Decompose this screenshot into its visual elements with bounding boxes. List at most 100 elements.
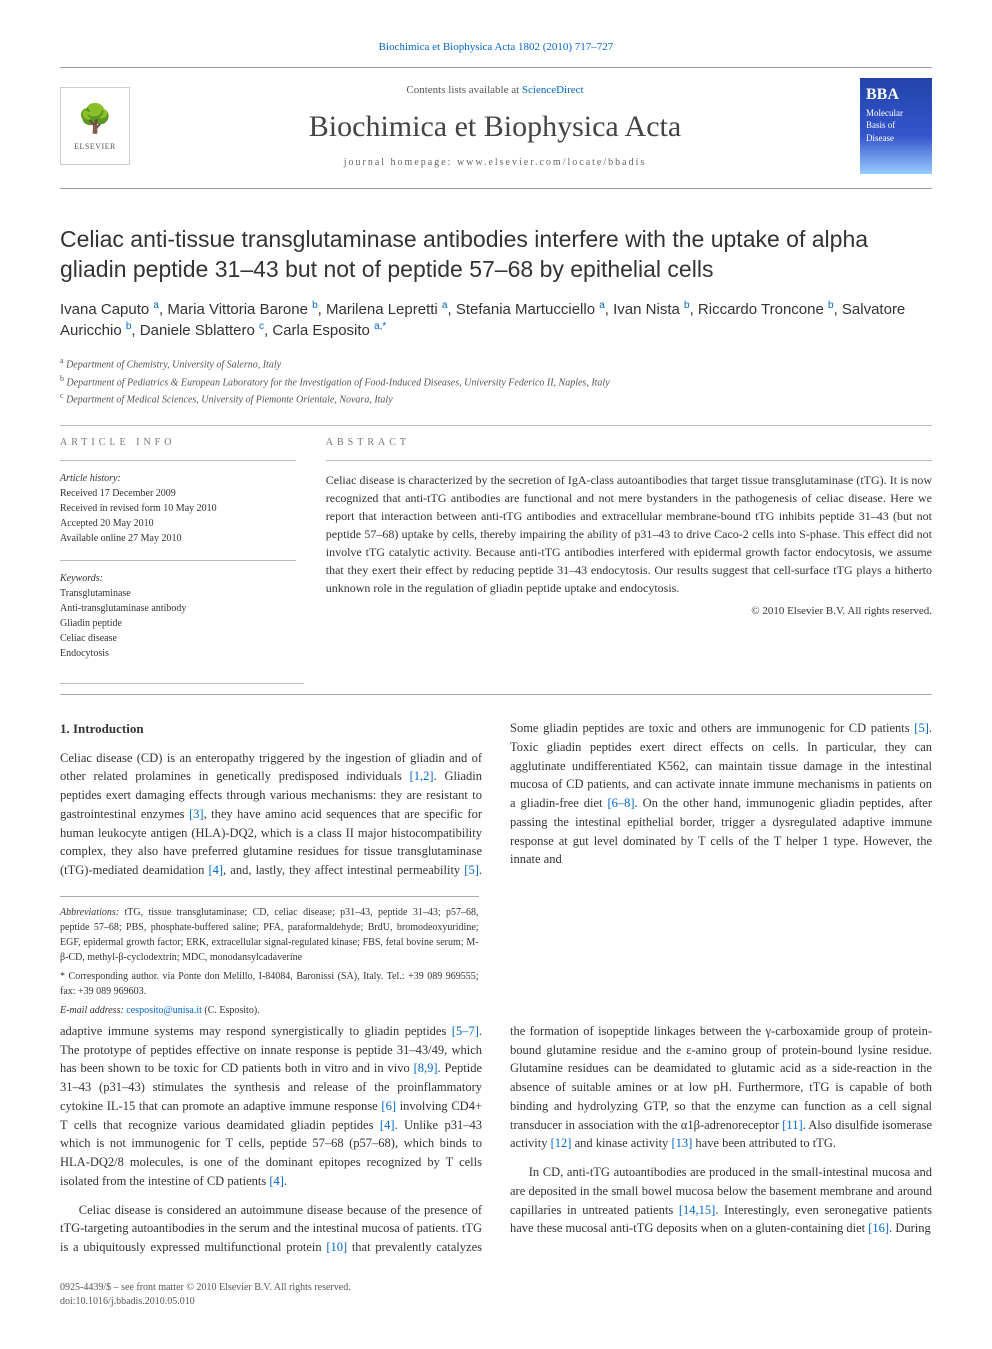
homepage-prefix: journal homepage: xyxy=(344,157,457,168)
body-paragraph: adaptive immune systems may respond syne… xyxy=(60,1022,482,1191)
corresponding-author-footnote: * Corresponding author. via Ponte don Me… xyxy=(60,969,479,999)
article-title-block: Celiac anti-tissue transglutaminase anti… xyxy=(60,225,932,285)
citation-ref[interactable]: [6] xyxy=(381,1099,396,1113)
header-citation-link[interactable]: Biochimica et Biophysica Acta 1802 (2010… xyxy=(379,41,614,53)
homepage-url: www.elsevier.com/locate/bbadis xyxy=(457,157,646,168)
abbrev-text: tTG, tissue transglutaminase; CD, celiac… xyxy=(60,907,479,963)
author: Maria Vittoria Barone b xyxy=(167,301,317,318)
divider-full xyxy=(60,694,932,695)
journal-homepage-line: journal homepage: www.elsevier.com/locat… xyxy=(130,156,860,170)
author-affiliation-marker: a xyxy=(442,300,448,311)
journal-cover-thumbnail: BBA Molecular Basis of Disease xyxy=(860,78,932,174)
footer-doi: doi:10.1016/j.bbadis.2010.05.010 xyxy=(60,1295,351,1309)
author-affiliation-marker: a,* xyxy=(374,321,386,332)
masthead-center: Contents lists available at ScienceDirec… xyxy=(130,83,860,170)
abbreviations-footnote: Abbreviations: tTG, tissue transglutamin… xyxy=(60,905,479,965)
author-affiliation-marker: b xyxy=(684,300,690,311)
keywords-block: Keywords: TransglutaminaseAnti-transglut… xyxy=(60,571,296,661)
citation-ref[interactable]: [5–7] xyxy=(452,1024,479,1038)
citation-ref[interactable]: [6–8] xyxy=(607,796,634,810)
article-info-label: ARTICLE INFO xyxy=(60,436,296,450)
citation-ref[interactable]: [1,2] xyxy=(410,769,434,783)
author-affiliation-marker: b xyxy=(312,300,318,311)
corresp-text: Corresponding author. via Ponte don Meli… xyxy=(60,971,479,997)
footnotes-block: Abbreviations: tTG, tissue transglutamin… xyxy=(60,896,479,1022)
history-line: Received in revised form 10 May 2010 xyxy=(60,501,296,516)
author: Riccardo Troncone b xyxy=(698,301,834,318)
author-affiliation-marker: b xyxy=(126,321,132,332)
author-affiliation-marker: c xyxy=(259,321,264,332)
info-abstract-row: ARTICLE INFO Article history: Received 1… xyxy=(60,436,932,675)
corresp-marker: * xyxy=(60,971,65,982)
author-affiliation-marker: b xyxy=(828,300,834,311)
author-list: Ivana Caputo a, Maria Vittoria Barone b,… xyxy=(60,299,932,341)
article-body: 1. Introduction Celiac disease (CD) is a… xyxy=(60,719,932,1257)
author: Daniele Sblattero c xyxy=(140,322,264,339)
citation-ref[interactable]: [4] xyxy=(269,1174,284,1188)
affiliation: b Department of Pediatrics & European La… xyxy=(60,373,932,390)
email-label: E-mail address: xyxy=(60,1005,124,1016)
keyword: Celiac disease xyxy=(60,631,296,646)
author: Carla Esposito a,* xyxy=(272,322,386,339)
author: Ivan Nista b xyxy=(613,301,689,318)
author-affiliation-marker: a xyxy=(599,300,605,311)
elsevier-logo: 🌳 ELSEVIER xyxy=(60,87,130,165)
divider xyxy=(60,460,296,461)
footer-left: 0925-4439/$ – see front matter © 2010 El… xyxy=(60,1281,351,1309)
article-history-block: Article history: Received 17 December 20… xyxy=(60,471,296,546)
citation-ref[interactable]: [4] xyxy=(380,1118,395,1132)
body-paragraph: Celiac disease (CD) is an enteropathy tr… xyxy=(60,719,932,880)
citation-ref[interactable]: [12] xyxy=(551,1136,572,1150)
citation-ref[interactable]: [14,15] xyxy=(679,1203,715,1217)
keyword: Anti-transglutaminase antibody xyxy=(60,601,296,616)
citation-ref[interactable]: [4] xyxy=(208,863,223,877)
affiliation-list: a Department of Chemistry, University of… xyxy=(60,355,932,407)
journal-masthead: 🌳 ELSEVIER Contents lists available at S… xyxy=(60,67,932,189)
cover-sub3: Disease xyxy=(866,132,894,145)
citation-ref[interactable]: [13] xyxy=(671,1136,692,1150)
keyword: Transglutaminase xyxy=(60,586,296,601)
keyword: Gliadin peptide xyxy=(60,616,296,631)
cover-sub2: Basis of xyxy=(866,119,895,132)
divider xyxy=(60,425,932,426)
divider xyxy=(326,460,932,461)
elsevier-tree-icon: 🌳 xyxy=(78,100,113,139)
abstract-label: ABSTRACT xyxy=(326,436,932,450)
page-footer: 0925-4439/$ – see front matter © 2010 El… xyxy=(60,1281,932,1309)
section-heading-introduction: 1. Introduction xyxy=(60,719,482,739)
footer-front-matter: 0925-4439/$ – see front matter © 2010 El… xyxy=(60,1281,351,1295)
author-affiliation-marker: a xyxy=(153,300,159,311)
email-footnote: E-mail address: cesposito@unisa.it (C. E… xyxy=(60,1003,479,1018)
citation-ref[interactable]: [11] xyxy=(782,1118,802,1132)
abbrev-label: Abbreviations: xyxy=(60,907,119,918)
email-person: (C. Esposito). xyxy=(204,1005,259,1016)
history-line: Available online 27 May 2010 xyxy=(60,531,296,546)
keyword: Endocytosis xyxy=(60,646,296,661)
header-citation: Biochimica et Biophysica Acta 1802 (2010… xyxy=(60,40,932,55)
abstract-text: Celiac disease is characterized by the s… xyxy=(326,471,932,597)
journal-name: Biochimica et Biophysica Acta xyxy=(130,106,860,148)
body-paragraph: In CD, anti-tTG autoantibodies are produ… xyxy=(510,1163,932,1238)
article-info-column: ARTICLE INFO Article history: Received 1… xyxy=(60,436,296,675)
author: Marilena Lepretti a xyxy=(326,301,447,318)
keywords-header: Keywords: xyxy=(60,571,296,586)
article-history-header: Article history: xyxy=(60,471,296,486)
history-line: Received 17 December 2009 xyxy=(60,486,296,501)
affiliation: a Department of Chemistry, University of… xyxy=(60,355,932,372)
contents-prefix: Contents lists available at xyxy=(406,84,521,96)
cover-sub1: Molecular xyxy=(866,107,903,120)
citation-ref[interactable]: [8,9] xyxy=(414,1061,438,1075)
affiliation: c Department of Medical Sciences, Univer… xyxy=(60,390,932,407)
citation-ref[interactable]: [3] xyxy=(189,807,204,821)
abstract-copyright: © 2010 Elsevier B.V. All rights reserved… xyxy=(326,603,932,620)
citation-ref[interactable]: [5] xyxy=(464,863,479,877)
citation-ref[interactable]: [10] xyxy=(326,1240,347,1254)
corresponding-email-link[interactable]: cesposito@unisa.it xyxy=(126,1005,202,1016)
article-title: Celiac anti-tissue transglutaminase anti… xyxy=(60,225,932,285)
abstract-column: ABSTRACT Celiac disease is characterized… xyxy=(326,436,932,675)
author: Ivana Caputo a xyxy=(60,301,159,318)
sciencedirect-link[interactable]: ScienceDirect xyxy=(522,84,584,96)
citation-ref[interactable]: [16] xyxy=(868,1221,889,1235)
citation-ref[interactable]: [5] xyxy=(914,721,929,735)
cover-acronym: BBA xyxy=(866,84,899,106)
